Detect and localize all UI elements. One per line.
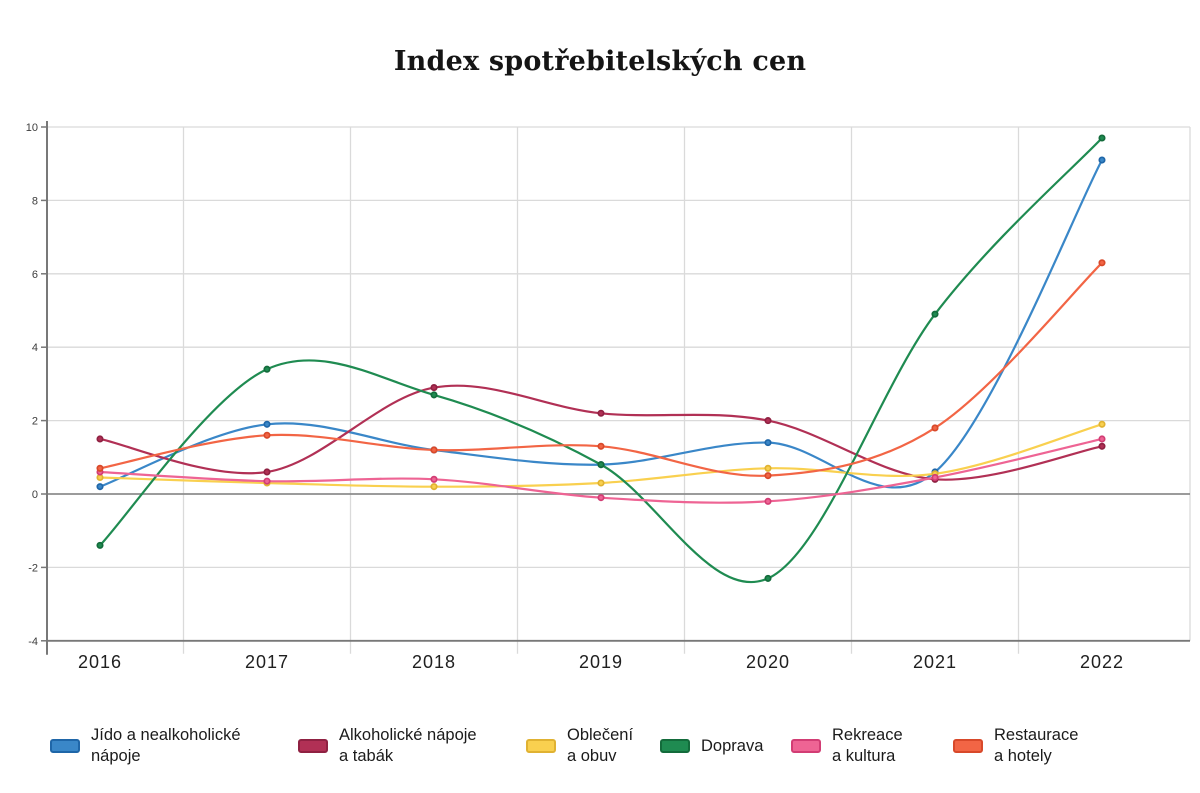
- data-point-restaurace-a-hotely[interactable]: [263, 431, 271, 439]
- data-point-rekreace-a-kultura[interactable]: [597, 494, 605, 502]
- data-point-doprava[interactable]: [96, 541, 104, 549]
- legend-swatch-rekreace-a-kultura: [791, 739, 821, 753]
- x-tick-label: 2021: [913, 652, 957, 672]
- chart-title: Index spotřebitelských cen: [393, 46, 807, 77]
- legend-swatch-doprava: [660, 739, 690, 753]
- data-point-restaurace-a-hotely[interactable]: [430, 446, 438, 454]
- data-point-doprava[interactable]: [931, 310, 939, 318]
- legend-item-rekreace-a-kultura[interactable]: Rekreace a kultura: [791, 718, 903, 774]
- y-tick-label: 4: [32, 342, 38, 354]
- chart-legend: Jído a nealkoholické nápoje Alkoholické n…: [0, 718, 1200, 780]
- legend-swatch-oble-en-a-obuv: [526, 739, 556, 753]
- data-point-restaurace-a-hotely[interactable]: [764, 472, 772, 480]
- y-tick-label: -4: [28, 636, 38, 648]
- data-point-alkoholick-n-poje-a-tab-k[interactable]: [430, 384, 438, 392]
- x-tick-label: 2019: [579, 652, 623, 672]
- x-tick-label: 2020: [746, 652, 790, 672]
- data-point-restaurace-a-hotely[interactable]: [597, 442, 605, 450]
- data-point-alkoholick-n-poje-a-tab-k[interactable]: [764, 417, 772, 425]
- data-point-rekreace-a-kultura[interactable]: [764, 497, 772, 505]
- data-point-oble-en-a-obuv[interactable]: [764, 464, 772, 472]
- data-point-j-do-a-nealkoholick-n-poje[interactable]: [764, 439, 772, 447]
- legend-item-alkoholick-n-poje-a-tab-k[interactable]: Alkoholické nápoje a tabák: [298, 718, 477, 774]
- data-point-doprava[interactable]: [597, 461, 605, 469]
- series-line-j-do-a-nealkoholick-n-poje[interactable]: [98, 158, 1104, 489]
- x-tick-label: 2022: [1080, 652, 1124, 672]
- data-point-restaurace-a-hotely[interactable]: [96, 464, 104, 472]
- data-point-doprava[interactable]: [764, 574, 772, 582]
- x-tick-label: 2017: [245, 652, 289, 672]
- data-point-j-do-a-nealkoholick-n-poje[interactable]: [1098, 156, 1106, 164]
- data-point-oble-en-a-obuv[interactable]: [96, 473, 104, 482]
- y-tick-label: 0: [32, 489, 38, 501]
- legend-item-j-do-a-nealkoholick-n-poje[interactable]: Jído a nealkoholické nápoje: [50, 718, 241, 774]
- data-point-oble-en-a-obuv[interactable]: [597, 479, 605, 487]
- legend-label-rekreace-a-kultura: Rekreace a kultura: [832, 726, 903, 765]
- legend-swatch-restaurace-a-hotely: [953, 739, 983, 753]
- legend-label-oble-en-a-obuv: Oblečení a obuv: [567, 726, 634, 765]
- data-point-alkoholick-n-poje-a-tab-k[interactable]: [1098, 442, 1106, 450]
- data-point-restaurace-a-hotely[interactable]: [931, 424, 939, 432]
- x-tick-label: 2018: [412, 652, 456, 672]
- data-point-doprava[interactable]: [1098, 134, 1106, 142]
- data-point-doprava[interactable]: [263, 365, 271, 373]
- data-point-alkoholick-n-poje-a-tab-k[interactable]: [96, 435, 104, 443]
- data-point-rekreace-a-kultura[interactable]: [931, 473, 939, 482]
- y-tick-label: 10: [26, 122, 38, 134]
- data-point-doprava[interactable]: [430, 391, 438, 399]
- legend-swatch-j-do-a-nealkoholick-n-poje: [50, 739, 80, 753]
- legend-swatch-alkoholick-n-poje-a-tab-k: [298, 739, 328, 753]
- y-tick-label: -2: [28, 562, 38, 574]
- data-point-rekreace-a-kultura[interactable]: [1098, 435, 1106, 443]
- data-point-j-do-a-nealkoholick-n-poje[interactable]: [263, 420, 271, 428]
- legend-item-oble-en-a-obuv[interactable]: Oblečení a obuv: [526, 718, 633, 774]
- legend-label-doprava: Doprava: [701, 736, 764, 755]
- legend-label-restaurace-a-hotely: Restaurace a hotely: [994, 726, 1079, 765]
- series-line-doprava[interactable]: [98, 136, 1104, 584]
- legend-label-alkoholick-n-poje-a-tab-k: Alkoholické nápoje a tabák: [339, 726, 477, 765]
- data-point-oble-en-a-obuv[interactable]: [430, 483, 438, 491]
- y-tick-label: 8: [32, 195, 38, 207]
- data-point-alkoholick-n-poje-a-tab-k[interactable]: [597, 409, 605, 417]
- data-point-oble-en-a-obuv[interactable]: [1098, 420, 1106, 428]
- data-point-rekreace-a-kultura[interactable]: [430, 475, 438, 483]
- data-point-restaurace-a-hotely[interactable]: [1098, 259, 1106, 267]
- data-point-rekreace-a-kultura[interactable]: [263, 477, 271, 485]
- legend-label-j-do-a-nealkoholick-n-poje: Jído a nealkoholické nápoje: [91, 726, 241, 765]
- y-tick-label: 2: [32, 416, 38, 428]
- y-tick-label: 6: [32, 269, 38, 281]
- chart-canvas: 10 8 6 4 2 0 -2 -4 2016 2017 2018 2019 2020 2021 2022: [26, 121, 1191, 672]
- legend-item-doprava[interactable]: Doprava: [660, 718, 763, 774]
- data-point-alkoholick-n-poje-a-tab-k[interactable]: [263, 468, 271, 476]
- legend-item-restaurace-a-hotely[interactable]: Restaurace a hotely: [953, 718, 1078, 774]
- data-point-j-do-a-nealkoholick-n-poje[interactable]: [96, 483, 104, 491]
- x-tick-label: 2016: [78, 652, 122, 672]
